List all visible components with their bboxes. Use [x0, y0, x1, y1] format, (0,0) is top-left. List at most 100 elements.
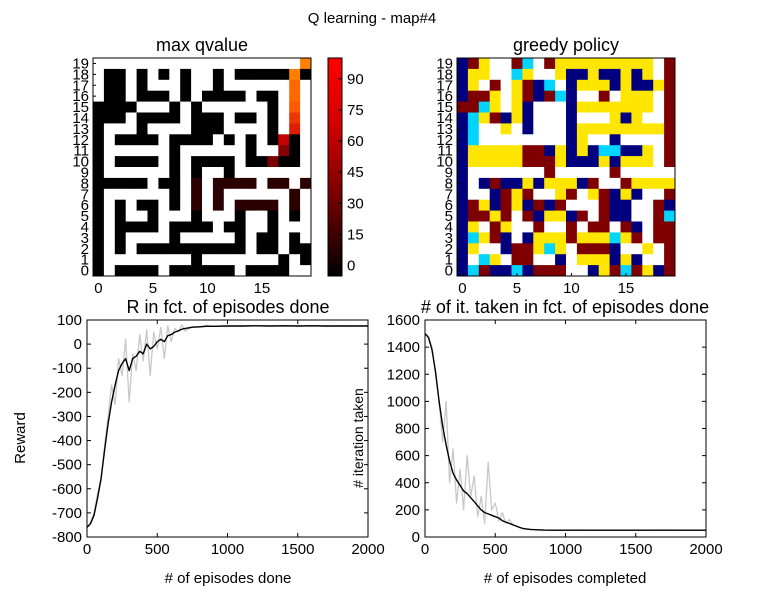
heatmap-cell	[267, 199, 279, 211]
policy-cell	[664, 79, 676, 92]
policy-cell	[598, 199, 610, 211]
policy-cell	[457, 90, 469, 102]
policy-cell	[609, 90, 621, 102]
heatmap-cell	[223, 199, 236, 211]
heatmap-cell	[245, 79, 257, 92]
heatmap-cell	[114, 265, 127, 277]
heatmap-cell	[289, 90, 301, 102]
heatmap-cell	[223, 210, 236, 222]
heatmap-cell	[212, 221, 225, 233]
heatmap-cell	[300, 177, 312, 190]
policy-cell	[587, 254, 600, 266]
heatmap-cell	[93, 199, 105, 211]
heatmap-cell	[234, 210, 246, 222]
heatmap-y-tick-label: 10	[72, 154, 89, 171]
heatmap-cell	[147, 123, 159, 135]
heatmap-x-tick-label: 15	[254, 280, 271, 297]
heatmap-cell	[136, 210, 148, 222]
heatmap-cell	[223, 221, 236, 233]
y-tick-label: -700	[52, 505, 82, 522]
policy-cell	[598, 188, 610, 201]
heatmap-cell	[103, 68, 116, 81]
heatmap-cell	[136, 123, 148, 135]
policy-cell	[511, 79, 523, 92]
policy-cell	[478, 79, 491, 92]
heatmap-cell	[234, 58, 246, 70]
heatmap-cell	[234, 167, 246, 179]
heatmap-cell	[212, 156, 225, 168]
policy-cell	[478, 68, 491, 81]
heatmap-cell	[191, 68, 203, 81]
policy-cell	[576, 221, 589, 233]
heatmap-x-tick-label: 10	[563, 280, 580, 297]
policy-cell	[631, 265, 643, 277]
heatmap-cell	[125, 188, 137, 201]
heatmap-cell	[223, 177, 236, 190]
heatmap-cell	[147, 188, 159, 201]
heatmap-cell	[125, 101, 137, 113]
heatmap-cell	[289, 210, 301, 222]
heatmap-cell	[103, 188, 116, 201]
policy-cell	[544, 156, 556, 168]
policy-cell	[522, 232, 534, 244]
heatmap-cell	[169, 58, 181, 70]
heatmap-y-tick-label: 14	[72, 110, 89, 127]
heatmap-cell	[245, 243, 257, 255]
heatmap-cell	[256, 58, 268, 70]
heatmap-cell	[93, 90, 105, 102]
policy-cell	[631, 68, 643, 81]
policy-cell	[544, 254, 556, 266]
heatmap-cell	[158, 221, 170, 233]
heatmap-cell	[169, 254, 181, 266]
heatmap-cell	[256, 90, 268, 102]
heatmap-cell	[234, 243, 246, 255]
heatmap-cell	[169, 188, 181, 201]
policy-cell	[511, 254, 523, 266]
heatmap-cell	[125, 134, 137, 146]
policy-cell	[653, 156, 665, 168]
heatmap-cell	[300, 221, 312, 233]
policy-cell	[533, 265, 545, 277]
policy-cell	[598, 101, 610, 113]
policy-cell	[620, 79, 632, 92]
heatmap-cell	[289, 232, 301, 244]
heatmap-cell	[212, 167, 225, 179]
heatmap-cell	[245, 101, 257, 113]
line-chart-2-xlabel: # of episodes completed	[484, 570, 647, 587]
heatmap-cell	[125, 123, 137, 135]
heatmap-cell	[256, 112, 268, 124]
heatmap-1-frame	[92, 57, 312, 277]
heatmap-y-tick-label: 3	[445, 230, 453, 247]
heatmap-cell	[278, 112, 290, 124]
heatmap-y-tick-label: 8	[81, 175, 89, 192]
heatmap-y-tick-label: 1	[81, 252, 89, 269]
heatmap-cell	[223, 145, 236, 157]
policy-cell	[522, 254, 534, 266]
policy-cell	[609, 112, 621, 124]
heatmap-cell	[180, 210, 192, 222]
heatmap-cell	[202, 156, 214, 168]
policy-cell	[642, 156, 654, 168]
heatmap-cell	[114, 68, 127, 81]
policy-cell	[555, 188, 567, 201]
policy-cell	[609, 265, 621, 277]
heatmap-cell	[125, 145, 137, 157]
heatmap-cell	[234, 101, 246, 113]
policy-cell	[478, 265, 491, 277]
policy-cell	[664, 199, 676, 211]
policy-cell	[489, 90, 501, 102]
policy-cell	[587, 68, 600, 81]
heatmap-cell	[278, 134, 290, 146]
heatmap-cell	[234, 156, 246, 168]
heatmap-cell	[136, 232, 148, 244]
x-tick-label: 2000	[351, 541, 384, 558]
policy-cell	[500, 254, 512, 266]
heatmap-cell	[180, 254, 192, 266]
heatmap-cell	[136, 112, 148, 124]
heatmap-cell	[103, 199, 116, 211]
heatmap-cell	[223, 188, 236, 201]
policy-cell	[598, 112, 610, 124]
heatmap-cell	[278, 79, 290, 92]
policy-cell	[609, 145, 621, 157]
heatmap-y-tick-label: 11	[437, 143, 453, 160]
